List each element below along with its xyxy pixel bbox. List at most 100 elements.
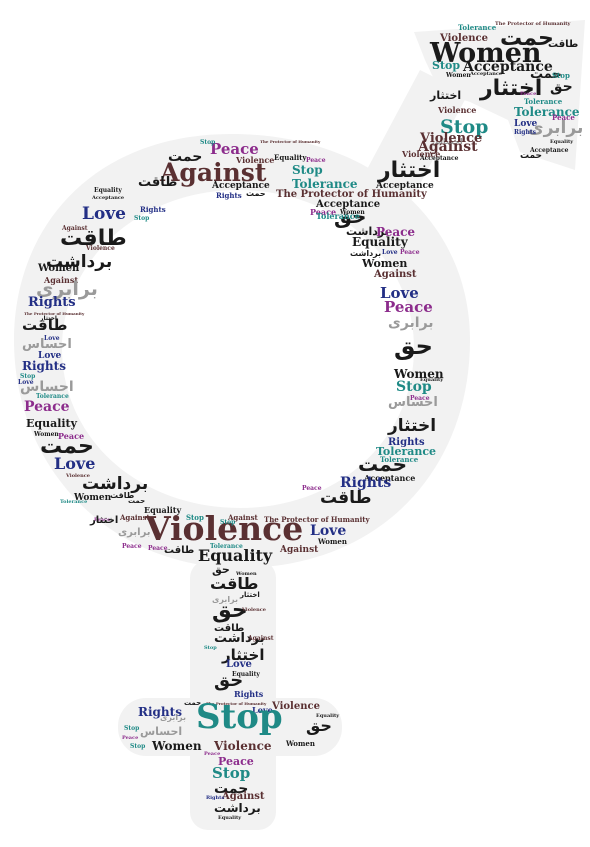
cloud-word: Peace (94, 517, 111, 523)
cloud-word: برابری (388, 315, 434, 331)
cloud-word: Stop (130, 743, 146, 750)
cloud-word: Peace (148, 545, 168, 552)
cloud-word: احساس (22, 337, 72, 352)
cross-stem (190, 560, 276, 830)
cloud-word: Love (252, 705, 273, 715)
cloud-word: Equality (218, 815, 242, 821)
cloud-word: Tolerance (210, 543, 243, 550)
cloud-word: Peace (384, 298, 433, 316)
cloud-word: Rights (216, 191, 242, 200)
cloud-word: Acceptance (420, 155, 459, 162)
cloud-word: Peace (410, 395, 430, 402)
cloud-word: حمت (214, 781, 249, 797)
cloud-word: طاقت (164, 545, 195, 556)
cloud-word: Against (248, 635, 274, 642)
cloud-word: احساس (20, 379, 74, 395)
cloud-word: طاقت (22, 316, 68, 334)
cloud-word: احساس (388, 395, 438, 410)
cloud-word: Love (44, 335, 60, 342)
cloud-word: Acceptance (463, 59, 553, 75)
cloud-word: Peace (302, 485, 322, 492)
cloud-word: Love (310, 523, 347, 539)
cloud-word: Equality (198, 546, 273, 565)
cloud-word: Peace (520, 91, 537, 97)
cloud-word: برابری (212, 595, 239, 604)
cloud-word: اختثار (90, 515, 119, 526)
cloud-word: Violence (214, 739, 272, 753)
cloud-word: Violence (86, 245, 115, 252)
cloud-word: Tolerance (514, 105, 580, 119)
cloud-word: Peace (204, 751, 221, 757)
cloud-word: اختثار (222, 646, 265, 664)
cloud-word: طاقت (320, 488, 372, 508)
cloud-word: Violence (440, 33, 488, 44)
cloud-word: Tolerance (458, 23, 497, 32)
cloud-word: Love (18, 379, 34, 386)
cloud-word: برداشت (214, 801, 261, 815)
arrow-head (414, 20, 585, 170)
cloud-word: Stop (186, 513, 204, 522)
cloud-word: Against (228, 513, 258, 522)
cloud-word: Equality (144, 505, 182, 515)
cloud-word: Tolerance (524, 97, 563, 106)
cloud-word: حمت (500, 26, 554, 51)
cloud-word: اختثار (480, 76, 543, 101)
cloud-word: برداشت (82, 474, 149, 494)
cloud-word: Women (340, 209, 365, 216)
cloud-word: Against (44, 275, 79, 285)
cloud-word: برداشت (346, 225, 389, 238)
cloud-word: Against (222, 791, 265, 802)
cloud-word: Tolerance (376, 445, 437, 458)
cloud-word: طاقت (210, 574, 259, 593)
cloud-word: Women (286, 739, 315, 748)
cloud-word: Love (38, 351, 62, 361)
cloud-word: Women (38, 263, 80, 274)
cloud-word: اختثار (430, 89, 462, 102)
cloud-word: Against (62, 225, 88, 232)
cloud-word: حمت (246, 189, 266, 198)
cloud-word: Rights (514, 129, 536, 136)
cloud-word: Women (34, 431, 59, 438)
cloud-word: Peace (310, 207, 337, 217)
cloud-word: Stop (396, 379, 432, 395)
cloud-word: Acceptance (364, 473, 416, 483)
cloud-word: Violence (438, 105, 477, 115)
cloud-word: Peace (400, 249, 420, 256)
cloud-word: طاقت (60, 226, 127, 251)
cloud-word: Rights (28, 295, 76, 310)
cloud-word: Peace (24, 399, 70, 415)
cloud-word: Stop (292, 163, 323, 177)
cloud-word: Against (418, 139, 478, 155)
cloud-word: Violence (145, 509, 304, 548)
cloud-word: طاقت (138, 175, 178, 190)
cloud-word: Love (82, 204, 126, 224)
cloud-word: Acceptance (212, 181, 270, 191)
cloud-word: حق (212, 598, 248, 623)
cloud-word: Tolerance (292, 177, 358, 191)
cloud-word: Tolerance (316, 211, 360, 221)
cloud-word: حمت (128, 497, 146, 505)
cloud-word: Equality (550, 139, 574, 145)
cloud-word: Stop (212, 764, 251, 782)
cloud-word: Women (152, 739, 202, 753)
cloud-word: طاقت (214, 623, 245, 634)
cloud-word: اختثار (388, 416, 437, 436)
cloud-word: Tolerance (60, 499, 88, 505)
cloud-word: Love (514, 119, 538, 129)
cloud-word: Love (226, 659, 252, 670)
cloud-word: Rights (234, 689, 264, 699)
cloud-word: حمت (184, 699, 202, 707)
cloud-word: حمت (168, 149, 203, 165)
cloud-word: حق (212, 563, 230, 576)
cloud-word: Equality (352, 235, 408, 249)
cloud-word: Stop (134, 215, 150, 222)
cloud-word: حق (394, 332, 433, 360)
cloud-word: اختثار (240, 591, 260, 599)
cloud-word: برداشت (46, 252, 113, 272)
cloud-word: Tolerance (380, 455, 419, 464)
cloud-word: Violence (420, 131, 483, 146)
cloud-word: Women (362, 257, 408, 270)
cloud-word: Equality (26, 417, 78, 430)
cloud-word: The Protector of Humanity (24, 311, 85, 316)
cloud-word: Rights (140, 205, 166, 214)
